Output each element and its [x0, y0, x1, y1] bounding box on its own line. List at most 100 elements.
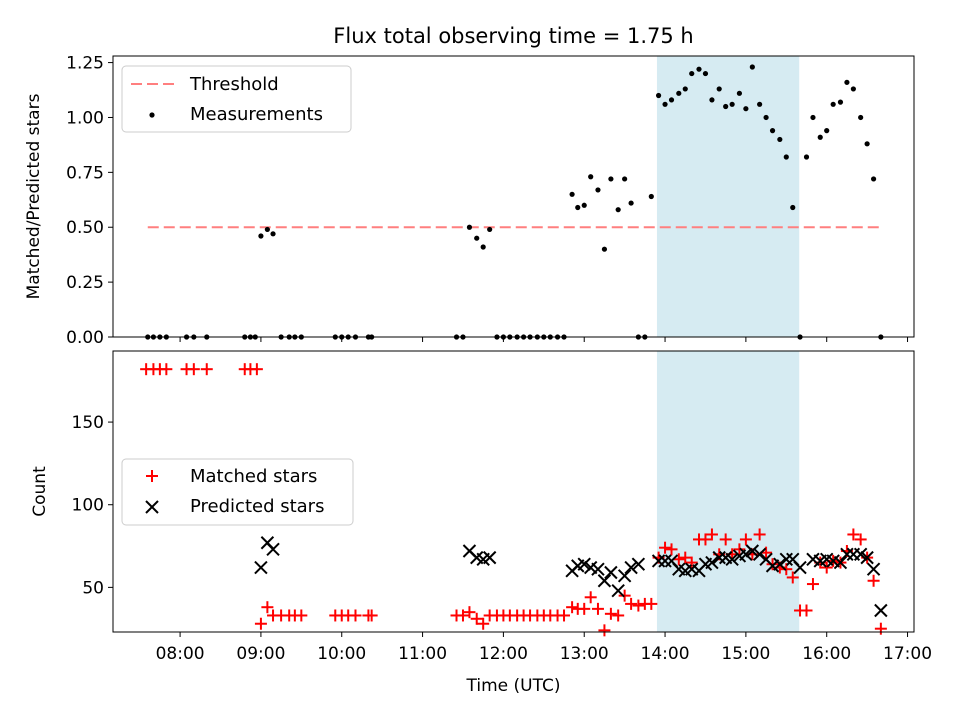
measurement-point — [810, 114, 816, 121]
predicted-star-point — [705, 555, 719, 570]
measurement-point — [608, 176, 614, 182]
matched-star-point — [250, 363, 263, 376]
predicted-star-point — [745, 544, 760, 558]
matched-star-point — [753, 528, 766, 541]
predicted-star-point — [597, 574, 612, 588]
measurement-point — [709, 97, 715, 103]
bottom-y-tick-label: 50 — [82, 578, 104, 598]
measurement-point — [769, 128, 776, 134]
measurement-point — [588, 174, 594, 180]
predicted-star-point — [725, 552, 739, 566]
chart-title: Flux total observing time = 1.75 h — [333, 24, 693, 48]
predicted-star-point — [860, 550, 874, 565]
measurement-point — [474, 235, 480, 241]
matched-star-point — [786, 571, 799, 584]
matched-star-point — [160, 363, 173, 376]
bottom-y-tick-label: 100 — [72, 496, 104, 516]
flux-ratio-panel: 0.00 0.25 0.50 0.75 1.00 1.25 Flux total obse… — [24, 24, 915, 348]
measurement-point — [264, 226, 270, 233]
measurement-point — [864, 141, 870, 147]
matched-star-point — [733, 543, 746, 556]
legend-threshold-label: Threshold — [189, 74, 279, 95]
predicted-star-point — [266, 542, 280, 557]
legend-measurements-label: Measurements — [190, 104, 323, 125]
measurement-point — [569, 191, 575, 197]
measurement-point — [837, 99, 844, 105]
matched-star-point — [566, 601, 579, 614]
measurement-point — [466, 224, 473, 230]
measurement-point — [716, 86, 722, 92]
measurement-point — [844, 79, 850, 85]
matched-star-point — [800, 604, 813, 617]
observing-window-span-bottom — [656, 351, 800, 632]
predicted-star-point — [739, 547, 753, 562]
matched-star-point — [739, 533, 752, 546]
matched-star-point — [867, 574, 880, 587]
x-tick-label: 11:00 — [398, 644, 447, 664]
matched-star-point — [847, 528, 860, 541]
matched-star-point — [365, 609, 378, 622]
measurement-point — [601, 246, 608, 252]
matched-star-point — [477, 617, 490, 630]
matched-star-point — [665, 543, 678, 556]
matched-star-point — [659, 541, 672, 554]
matched-star-point — [463, 606, 476, 619]
matched-star-point — [854, 533, 867, 546]
matched-star-point — [705, 528, 718, 541]
legend-predicted-label: Predicted stars — [190, 496, 324, 517]
x-tick-label: 16:00 — [802, 644, 851, 664]
measurement-point — [777, 136, 783, 143]
measurement-point — [622, 176, 628, 182]
measurement-point — [870, 176, 877, 182]
legend-matched-swatch — [146, 470, 158, 482]
predicted-star-point — [631, 557, 646, 571]
measurement-point — [824, 128, 830, 134]
measurement-point — [648, 193, 654, 200]
matched-star-point — [780, 563, 793, 576]
measurement-point — [790, 204, 796, 211]
top-y-axis-label: Matched/Predicted stars — [24, 93, 44, 299]
bottom-axes-frame — [112, 350, 915, 633]
x-tick-label: 13:00 — [560, 644, 609, 664]
matched-star-point — [456, 609, 469, 622]
measurement-point — [817, 134, 823, 140]
top-y-tick-label: 1.25 — [66, 54, 104, 74]
predicted-star-point — [254, 560, 268, 575]
measurement-point — [749, 64, 755, 70]
predicted-star-point — [712, 550, 726, 565]
top-legend-box — [121, 65, 352, 133]
matched-star-point — [612, 609, 625, 622]
matched-star-point — [820, 561, 833, 574]
legend-predicted-swatch — [145, 500, 159, 514]
measurement-point — [628, 200, 634, 206]
x-tick-label: 09:00 — [236, 644, 285, 664]
measurement-point — [480, 244, 486, 250]
measurement-point — [270, 231, 276, 237]
measurement-point — [595, 187, 601, 193]
bottom-y-tick-label: 150 — [72, 413, 104, 433]
measurement-point — [668, 97, 675, 103]
x-tick-label: 12:00 — [479, 644, 528, 664]
observing-window-span-top — [656, 56, 800, 337]
matched-star-point — [295, 609, 308, 622]
measurement-point — [682, 86, 688, 92]
bottom-y-axis-label: Count — [30, 466, 50, 517]
matched-star-point — [806, 578, 819, 591]
measurement-point — [743, 106, 749, 112]
measurement-point — [487, 226, 493, 233]
predicted-star-point — [833, 555, 848, 570]
matched-star-point — [261, 601, 274, 614]
top-y-tick-label: 0.25 — [66, 273, 104, 293]
star-count-panel: 50 100 150 08:00 09:00 10:00 11:00 12:00 13:00 1… — [30, 350, 932, 696]
measurement-point — [736, 90, 743, 96]
predicted-star-point — [866, 562, 881, 576]
predicted-star-point — [752, 547, 767, 562]
predicted-star-point — [482, 550, 497, 565]
legend-measurements-swatch — [149, 112, 155, 118]
matched-star-point — [200, 363, 213, 376]
measurement-point — [655, 92, 662, 99]
predicted-star-point — [624, 560, 638, 575]
top-y-tick-label: 0.00 — [66, 328, 104, 348]
matched-star-point — [672, 553, 685, 566]
matched-star-point — [685, 556, 698, 569]
